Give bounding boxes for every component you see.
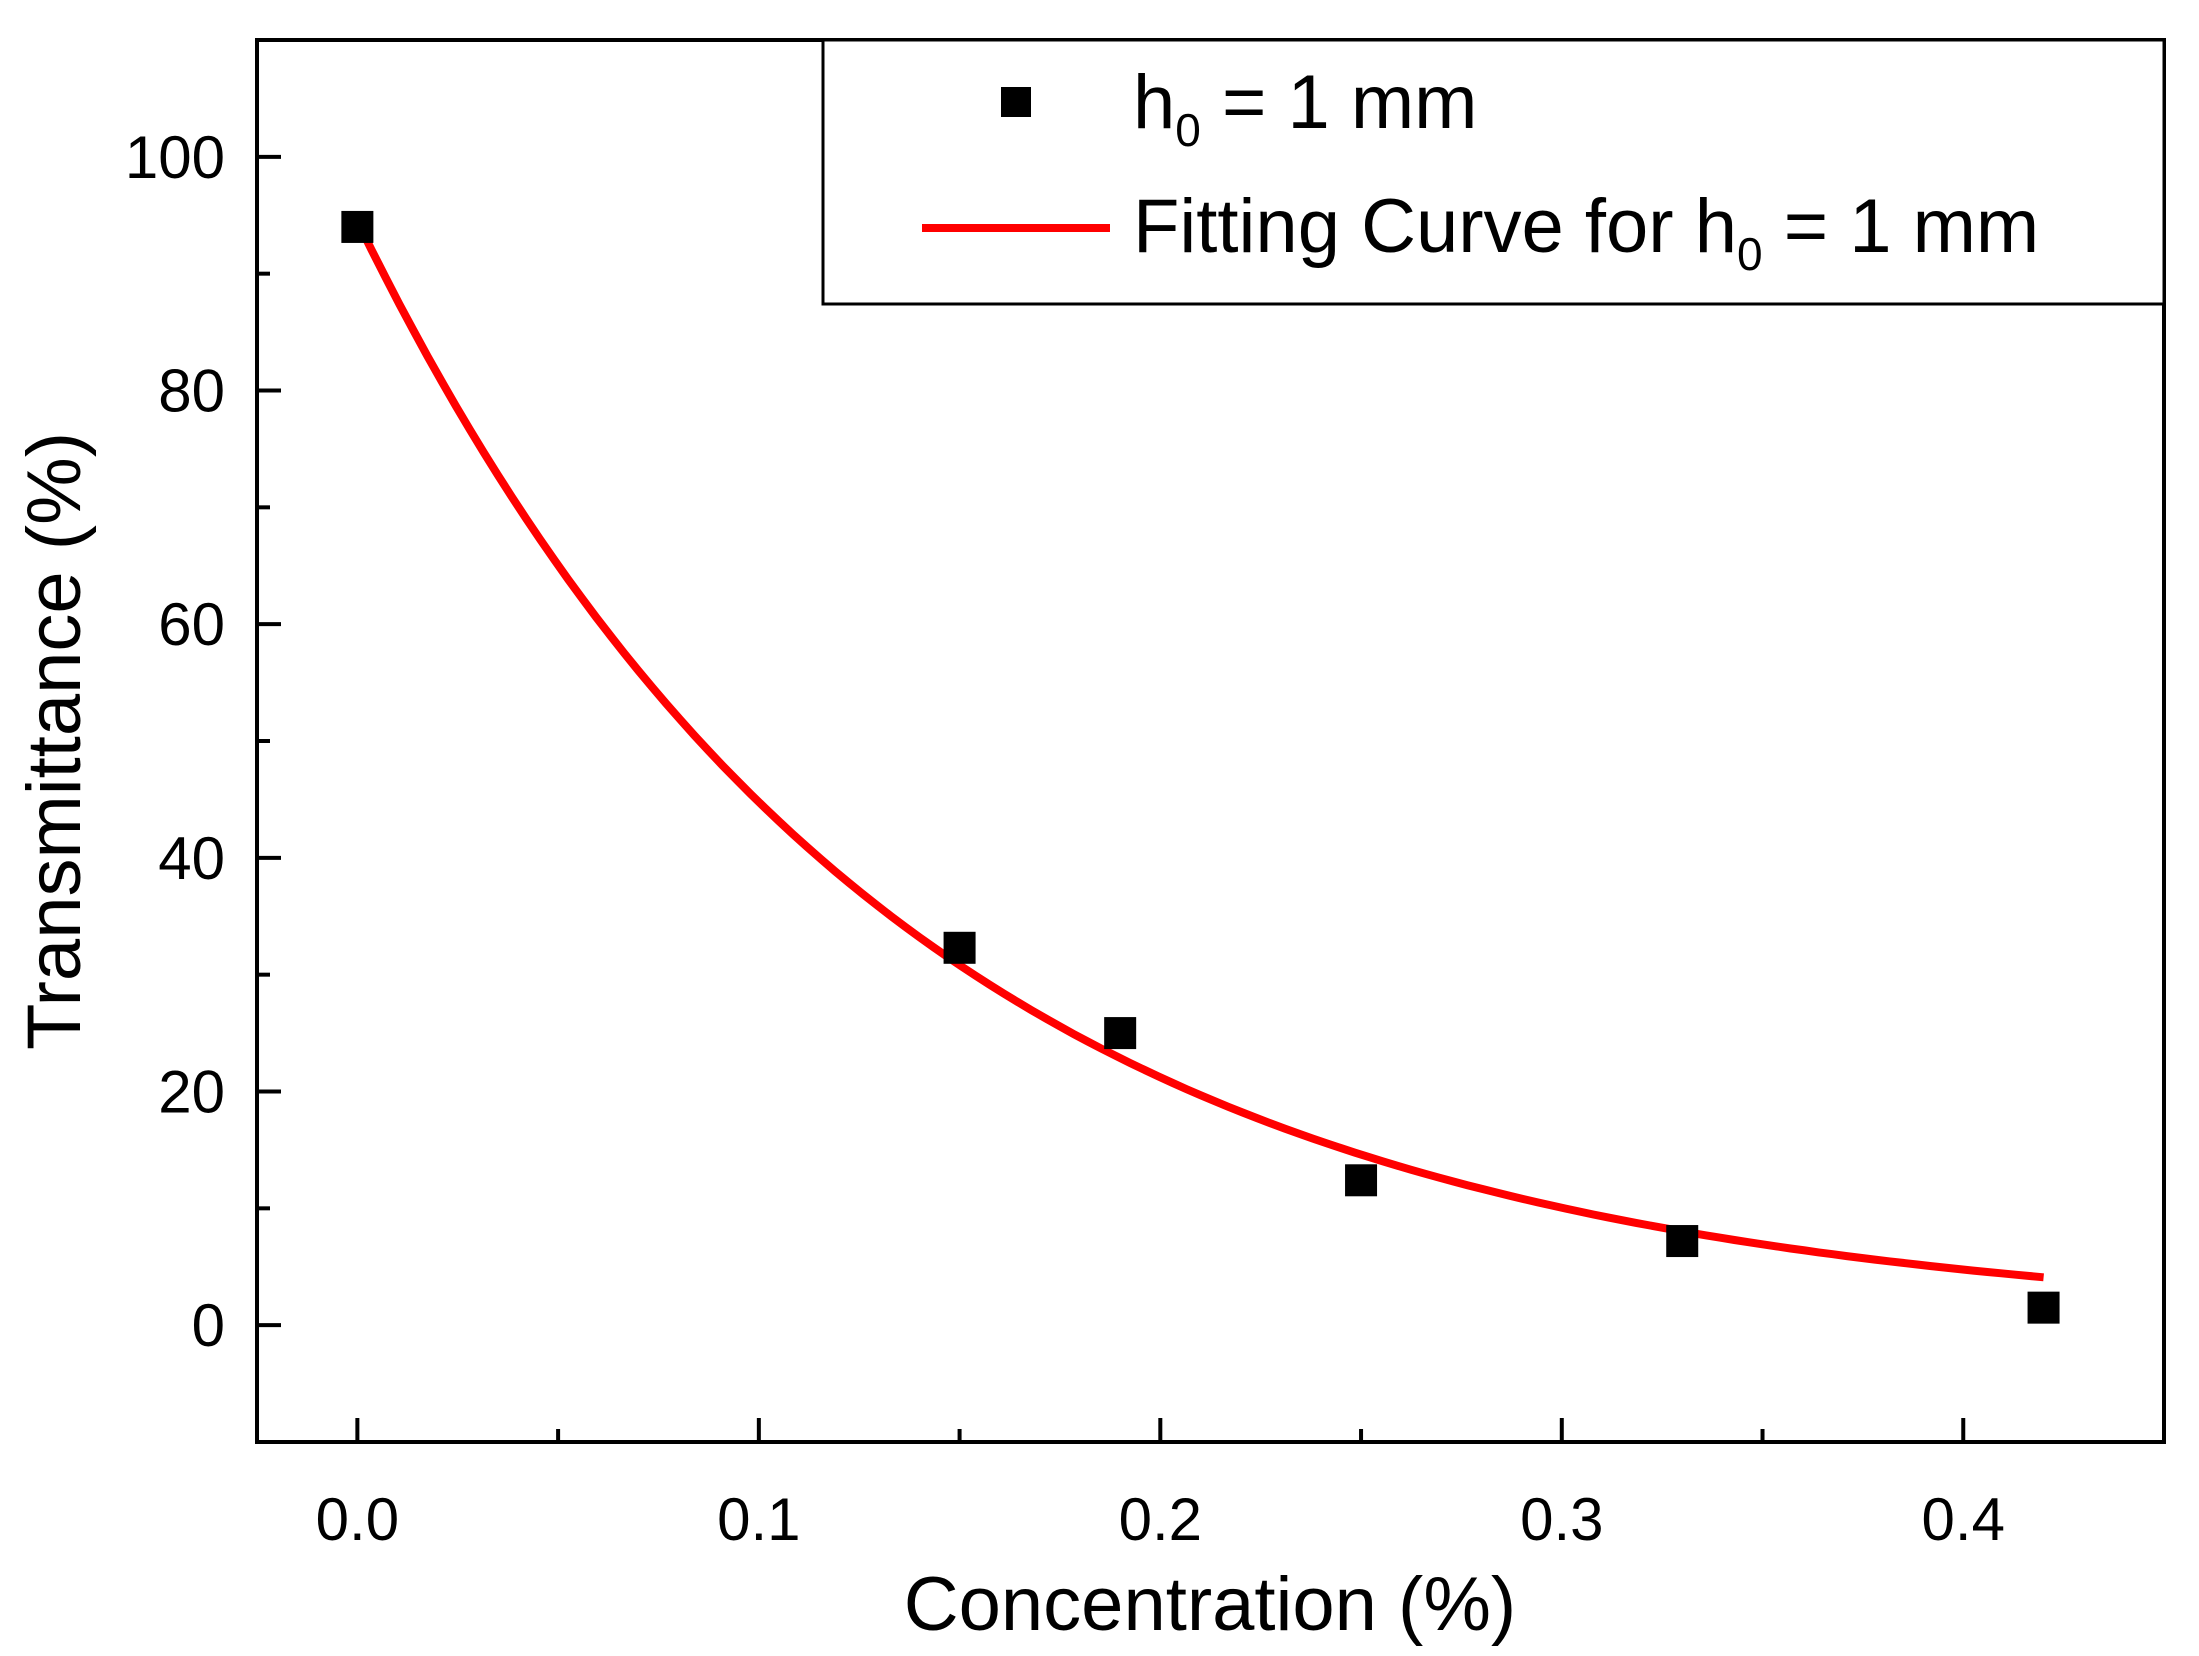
data-points-layer <box>341 210 2060 1324</box>
fit-curve-layer <box>353 219 2044 1282</box>
x-axis-title: Concentration (%) <box>904 1562 1517 1647</box>
legend: h0 = 1 mm Fitting Curve for h0 = 1 mm <box>821 38 2166 306</box>
legend-label-fit: Fitting Curve for h0 = 1 mm <box>1133 184 2039 280</box>
x-tick-label: 0.0 <box>316 1486 399 1553</box>
legend-square-marker <box>1001 87 1031 117</box>
y-tick-label: 20 <box>158 1059 225 1126</box>
x-tick-label: 0.4 <box>1922 1486 2005 1553</box>
y-tick-label: 60 <box>158 591 225 658</box>
data-point <box>2027 1291 2060 1324</box>
data-point <box>943 931 976 964</box>
y-tick-label: 80 <box>158 358 225 425</box>
ticks <box>257 154 1966 1442</box>
y-tick-label: 0 <box>192 1292 225 1359</box>
tick-labels: 0.0 0.1 0.2 0.3 0.4 0 20 40 60 80 100 <box>125 124 2005 1553</box>
data-point <box>1345 1164 1378 1197</box>
data-point <box>1104 1017 1137 1050</box>
y-tick-label: 40 <box>158 825 225 892</box>
data-point <box>1666 1225 1699 1258</box>
y-tick-label: 100 <box>125 124 225 191</box>
x-tick-label: 0.1 <box>717 1486 800 1553</box>
x-tick-label: 0.3 <box>1520 1486 1603 1553</box>
x-tick-label: 0.2 <box>1119 1486 1202 1553</box>
data-point <box>341 210 374 243</box>
fit-curve <box>353 219 2044 1282</box>
legend-label-data: h0 = 1 mm <box>1133 60 1478 156</box>
legend-box <box>821 38 2166 306</box>
y-axis-title: Transmittance (%) <box>12 432 97 1050</box>
